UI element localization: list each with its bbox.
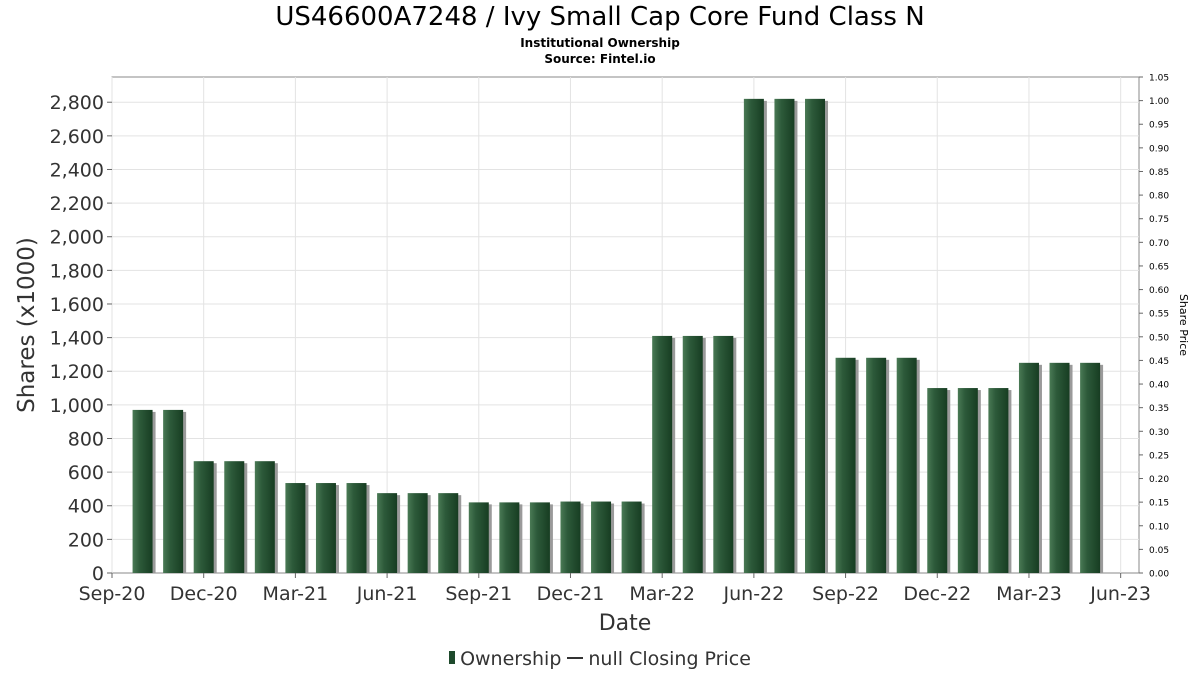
ownership-bar <box>163 409 184 573</box>
y-tick-label: 2,200 <box>50 193 104 215</box>
y-tick-label: 2,000 <box>50 227 104 249</box>
bars-group <box>132 98 1104 573</box>
x-tick-label: Mar-21 <box>263 583 329 605</box>
ownership-bar <box>377 493 398 573</box>
ownership-bar <box>896 357 917 573</box>
ownership-bar <box>591 501 612 573</box>
y-tick-label: 2,400 <box>50 159 104 181</box>
y2-tick-label: 0.85 <box>1149 168 1169 178</box>
ownership-bar <box>254 461 275 573</box>
ownership-bar <box>438 493 459 573</box>
y2-tick-label: 0.70 <box>1149 239 1169 249</box>
ownership-bar <box>805 98 826 573</box>
ownership-bar <box>652 335 673 573</box>
y-tick-label: 400 <box>68 496 104 518</box>
x-tick-label: Jun-23 <box>1089 583 1151 605</box>
y-tick-label: 600 <box>68 462 104 484</box>
ownership-bar <box>713 335 734 573</box>
ownership-bar <box>285 483 306 573</box>
y-tick-label: 1,200 <box>50 361 104 383</box>
ownership-bar <box>560 501 581 573</box>
x-tick-label: Mar-22 <box>629 583 695 605</box>
y-tick-label: 2,600 <box>50 126 104 148</box>
y2-tick-label: 0.95 <box>1149 121 1169 131</box>
x-tick-label: Sep-22 <box>812 583 879 605</box>
x-tick-label: Sep-21 <box>445 583 512 605</box>
x-tick-label: Jun-22 <box>723 583 785 605</box>
y2-tick-label: 0.00 <box>1149 570 1169 580</box>
y2-tick-label: 1.00 <box>1149 97 1169 107</box>
chart-source: Source: Fintel.io <box>544 52 656 66</box>
ownership-bar <box>835 357 856 573</box>
x-tick-label: Jun-21 <box>356 583 418 605</box>
closing-price-legend-swatch <box>567 656 584 659</box>
y2-axis: 0.00 0.05 0.10 0.15 0.20 0.25 0.30 0.35 0.40 0.45… <box>1139 74 1169 580</box>
ownership-bar <box>866 357 887 573</box>
y2-tick-label: 0.05 <box>1149 546 1169 556</box>
x-tick-label: Dec-20 <box>170 583 238 605</box>
x-axis: Sep-20 Dec-20 Mar-21 Jun-21 Sep-21 Dec-21 Mar-… <box>79 573 1151 605</box>
chart-subtitle: Institutional Ownership <box>520 36 680 50</box>
ownership-bar <box>132 409 153 573</box>
ownership-bar <box>957 388 978 573</box>
y2-tick-label: 0.10 <box>1149 522 1169 532</box>
y2-tick-label: 0.20 <box>1149 475 1169 485</box>
y2-tick-label: 0.80 <box>1149 192 1169 202</box>
ownership-bar <box>529 502 550 573</box>
ownership-bar <box>346 483 367 573</box>
y2-tick-label: 0.55 <box>1149 310 1169 320</box>
x-tick-label: Sep-20 <box>79 583 146 605</box>
ownership-bar <box>743 98 764 573</box>
y2-axis-label: Share Price <box>1177 294 1190 356</box>
y-tick-label: 0 <box>92 563 104 585</box>
y-tick-label: 1,600 <box>50 294 104 316</box>
y2-tick-label: 0.40 <box>1149 381 1169 391</box>
y2-tick-label: 0.90 <box>1149 144 1169 154</box>
y2-tick-label: 0.75 <box>1149 215 1169 225</box>
ownership-bar <box>927 388 948 573</box>
ownership-bar <box>315 483 336 573</box>
x-axis-label: Date <box>599 611 652 636</box>
ownership-bar <box>621 501 642 573</box>
legend: Ownership null Closing Price <box>0 648 1200 670</box>
ownership-bar <box>468 502 489 573</box>
y-tick-label: 1,000 <box>50 395 104 417</box>
legend-ownership-label: Ownership <box>460 648 562 670</box>
y2-tick-label: 0.45 <box>1149 357 1169 367</box>
ownership-bar <box>1049 362 1070 573</box>
ownership-bar <box>774 98 795 573</box>
legend-price-label: null Closing Price <box>588 648 751 670</box>
y-tick-label: 200 <box>68 529 104 551</box>
y-axis-label: Shares (x1000) <box>14 237 40 413</box>
ownership-legend-swatch <box>449 651 456 664</box>
chart-title: US46600A7248 / Ivy Small Cap Core Fund C… <box>275 2 925 32</box>
y-axis: 0 200 400 600 800 1,000 1,200 1,400 1,600 1,800 2,… <box>50 92 112 585</box>
y-tick-label: 1,400 <box>50 328 104 350</box>
ownership-bar <box>1018 362 1039 573</box>
y2-tick-label: 0.30 <box>1149 428 1169 438</box>
x-tick-label: Dec-21 <box>537 583 605 605</box>
ownership-bar <box>988 388 1009 573</box>
ownership-bar <box>407 493 428 573</box>
y2-tick-label: 0.35 <box>1149 404 1169 414</box>
ownership-bar <box>224 461 245 573</box>
ownership-bar <box>499 502 520 573</box>
x-tick-label: Mar-23 <box>996 583 1062 605</box>
y2-tick-label: 0.50 <box>1149 333 1169 343</box>
y2-tick-label: 0.65 <box>1149 262 1169 272</box>
ownership-bar <box>193 461 214 573</box>
y2-tick-label: 0.25 <box>1149 451 1169 461</box>
y2-tick-label: 0.15 <box>1149 499 1169 509</box>
y-tick-label: 800 <box>68 428 104 450</box>
y-tick-label: 1,800 <box>50 260 104 282</box>
ownership-bar <box>1080 362 1101 573</box>
y2-tick-label: 1.05 <box>1149 74 1169 84</box>
y-tick-label: 2,800 <box>50 92 104 114</box>
ownership-bar <box>682 335 703 573</box>
x-tick-label: Dec-22 <box>903 583 971 605</box>
y2-tick-label: 0.60 <box>1149 286 1169 296</box>
